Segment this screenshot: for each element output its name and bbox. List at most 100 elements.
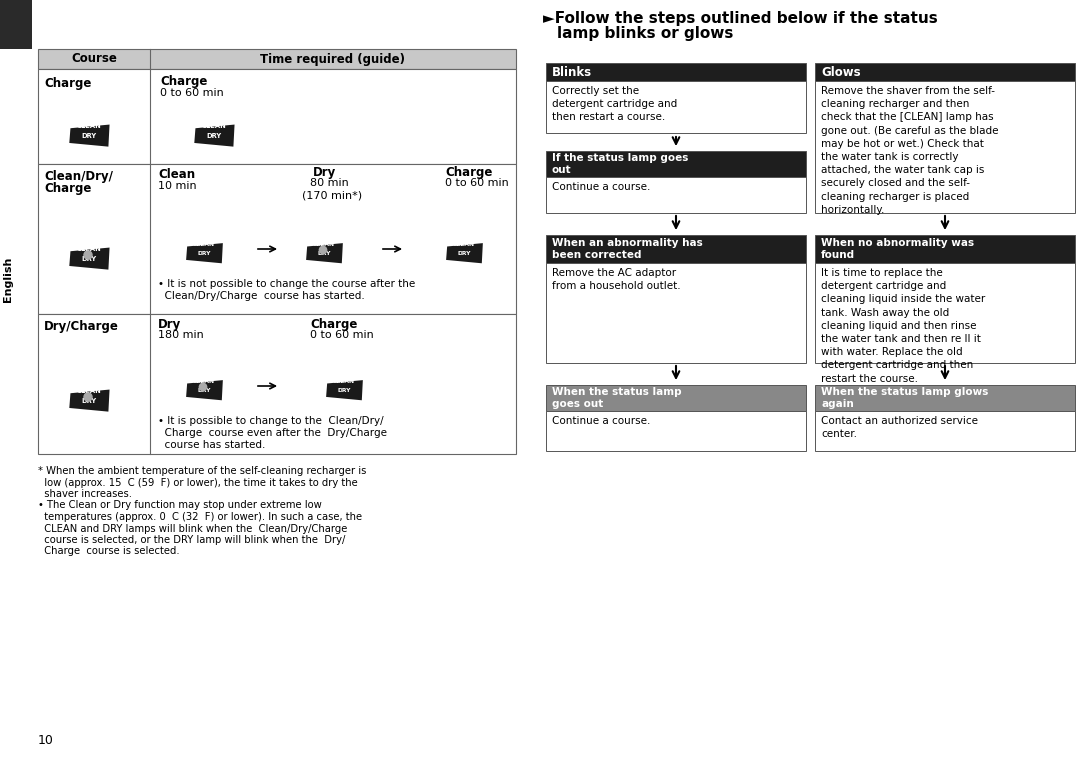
- Text: Dry/Charge: Dry/Charge: [44, 320, 119, 333]
- Text: Glows: Glows: [821, 65, 861, 78]
- Text: DRY: DRY: [198, 388, 211, 392]
- FancyBboxPatch shape: [38, 69, 516, 164]
- Text: • The Clean or Dry function may stop under extreme low: • The Clean or Dry function may stop und…: [38, 500, 322, 511]
- Text: Charge: Charge: [44, 182, 92, 195]
- Text: DRY: DRY: [81, 256, 96, 262]
- Polygon shape: [69, 124, 109, 146]
- Polygon shape: [186, 243, 222, 263]
- Text: Charge  course even after the  Dry/Charge: Charge course even after the Dry/Charge: [158, 428, 387, 438]
- Text: temperatures (approx. 0  C (32  F) or lower). In such a case, the: temperatures (approx. 0 C (32 F) or lowe…: [38, 512, 362, 522]
- FancyBboxPatch shape: [546, 81, 806, 133]
- Text: CLEAN: CLEAN: [313, 242, 335, 247]
- Text: Charge: Charge: [445, 166, 492, 179]
- Text: 0 to 60 min: 0 to 60 min: [310, 330, 374, 340]
- Text: course has started.: course has started.: [158, 440, 266, 450]
- Text: DRY: DRY: [337, 388, 351, 392]
- Text: • It is possible to change to the  Clean/Dry/: • It is possible to change to the Clean/…: [158, 416, 383, 426]
- Text: Correctly set the
detergent cartridge and
then restart a course.: Correctly set the detergent cartridge an…: [552, 86, 677, 122]
- FancyBboxPatch shape: [38, 164, 516, 314]
- Text: Clean: Clean: [158, 168, 195, 181]
- Text: When no abnormality was
found: When no abnormality was found: [821, 238, 974, 260]
- FancyBboxPatch shape: [546, 177, 806, 213]
- FancyBboxPatch shape: [38, 49, 516, 69]
- FancyBboxPatch shape: [546, 151, 806, 177]
- Polygon shape: [69, 389, 109, 411]
- Text: Blinks: Blinks: [552, 65, 592, 78]
- FancyBboxPatch shape: [815, 263, 1075, 363]
- Text: DRY: DRY: [206, 133, 221, 139]
- Text: Clean/Dry/: Clean/Dry/: [44, 170, 113, 183]
- Polygon shape: [186, 380, 222, 400]
- FancyBboxPatch shape: [815, 385, 1075, 411]
- Text: Remove the AC adaptor
from a household outlet.: Remove the AC adaptor from a household o…: [552, 268, 680, 291]
- Text: Contact an authorized service
center.: Contact an authorized service center.: [821, 416, 978, 439]
- Text: CLEAN and DRY lamps will blink when the  Clean/Dry/Charge: CLEAN and DRY lamps will blink when the …: [38, 524, 348, 534]
- Text: ►Follow the steps outlined below if the status: ►Follow the steps outlined below if the …: [543, 11, 937, 26]
- FancyBboxPatch shape: [546, 411, 806, 451]
- Text: When the status lamp glows
again: When the status lamp glows again: [821, 387, 988, 409]
- Text: 10 min: 10 min: [158, 181, 197, 191]
- Polygon shape: [194, 124, 234, 146]
- Polygon shape: [446, 243, 483, 263]
- Text: Continue a course.: Continue a course.: [552, 182, 650, 192]
- Text: CLEAN: CLEAN: [77, 389, 102, 395]
- Text: 0 to 60 min: 0 to 60 min: [445, 178, 509, 188]
- Text: DRY: DRY: [81, 398, 96, 404]
- Text: (170 min*): (170 min*): [302, 190, 362, 200]
- Text: CLEAN: CLEAN: [77, 247, 102, 253]
- Text: Course: Course: [71, 52, 117, 65]
- FancyBboxPatch shape: [815, 411, 1075, 451]
- Text: 10: 10: [38, 734, 54, 747]
- Polygon shape: [326, 380, 363, 400]
- Text: CLEAN: CLEAN: [333, 380, 355, 384]
- Text: 0 to 60 min: 0 to 60 min: [160, 88, 224, 98]
- FancyBboxPatch shape: [0, 0, 32, 49]
- FancyBboxPatch shape: [815, 63, 1075, 81]
- Text: Charge: Charge: [160, 75, 207, 88]
- Text: DRY: DRY: [318, 250, 330, 256]
- Circle shape: [84, 393, 92, 401]
- Text: DRY: DRY: [198, 250, 211, 256]
- Text: low (approx. 15  C (59  F) or lower), the time it takes to dry the: low (approx. 15 C (59 F) or lower), the …: [38, 477, 357, 487]
- Text: Time required (guide): Time required (guide): [260, 52, 405, 65]
- Text: Charge: Charge: [44, 77, 92, 90]
- Text: CLEAN: CLEAN: [202, 124, 227, 129]
- Text: lamp blinks or glows: lamp blinks or glows: [557, 26, 733, 41]
- Circle shape: [320, 247, 326, 254]
- Text: Charge: Charge: [310, 318, 357, 331]
- Text: course is selected, or the DRY lamp will blink when the  Dry/: course is selected, or the DRY lamp will…: [38, 535, 346, 545]
- Text: Dry: Dry: [158, 318, 181, 331]
- Text: • It is not possible to change the course after the: • It is not possible to change the cours…: [158, 279, 415, 289]
- Text: DRY: DRY: [457, 250, 471, 256]
- Text: English: English: [3, 257, 13, 301]
- Text: It is time to replace the
detergent cartridge and
cleaning liquid inside the wat: It is time to replace the detergent cart…: [821, 268, 985, 383]
- FancyBboxPatch shape: [546, 385, 806, 411]
- Circle shape: [200, 383, 206, 391]
- Text: Dry: Dry: [313, 166, 337, 179]
- Text: Continue a course.: Continue a course.: [552, 416, 650, 426]
- Circle shape: [84, 251, 92, 259]
- Text: If the status lamp goes
out: If the status lamp goes out: [552, 153, 688, 175]
- FancyBboxPatch shape: [815, 235, 1075, 263]
- Text: shaver increases.: shaver increases.: [38, 489, 132, 499]
- Polygon shape: [306, 243, 342, 263]
- Text: 80 min: 80 min: [310, 178, 349, 188]
- FancyBboxPatch shape: [815, 81, 1075, 213]
- Text: When the status lamp
goes out: When the status lamp goes out: [552, 387, 681, 409]
- Text: Charge  course is selected.: Charge course is selected.: [38, 546, 179, 556]
- Text: When an abnormality has
been corrected: When an abnormality has been corrected: [552, 238, 703, 260]
- Text: Remove the shaver from the self-
cleaning recharger and then
check that the [CLE: Remove the shaver from the self- cleanin…: [821, 86, 999, 215]
- FancyBboxPatch shape: [38, 314, 516, 454]
- FancyBboxPatch shape: [546, 263, 806, 363]
- Text: Clean/Dry/Charge  course has started.: Clean/Dry/Charge course has started.: [158, 291, 365, 301]
- Text: * When the ambient temperature of the self-cleaning recharger is: * When the ambient temperature of the se…: [38, 466, 366, 476]
- FancyBboxPatch shape: [546, 63, 806, 81]
- Text: CLEAN: CLEAN: [193, 380, 215, 384]
- Text: CLEAN: CLEAN: [77, 124, 102, 129]
- Text: DRY: DRY: [81, 133, 96, 139]
- Text: CLEAN: CLEAN: [453, 242, 475, 247]
- Polygon shape: [69, 247, 109, 269]
- Text: 180 min: 180 min: [158, 330, 204, 340]
- FancyBboxPatch shape: [546, 235, 806, 263]
- Text: CLEAN: CLEAN: [193, 242, 215, 247]
